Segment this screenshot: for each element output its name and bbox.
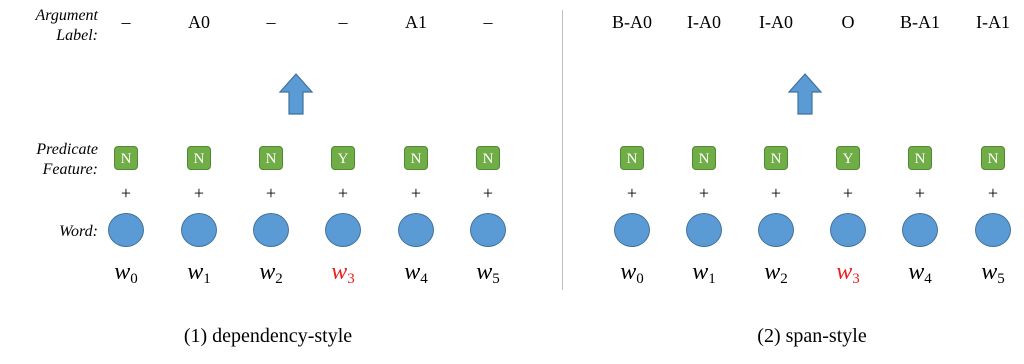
plus-sign-span-0: + (626, 183, 638, 203)
word-subscript: 3 (347, 271, 355, 287)
plus-sign-span-1: + (698, 183, 710, 203)
word-embedding-circle-dependency-2 (253, 213, 289, 247)
predicate-feature-box-dependency-3: Y (331, 146, 355, 170)
word-subscript: 0 (130, 271, 138, 287)
predicate-feature-box-dependency-1: N (187, 146, 211, 170)
plus-sign-dependency-5: + (482, 183, 494, 203)
word-subscript: 1 (203, 271, 211, 287)
word-embedding-circle-span-1 (686, 213, 722, 247)
word-subscript: 4 (924, 271, 932, 287)
word-base: w (620, 259, 637, 285)
argument-label-span-2: I-A0 (759, 12, 793, 32)
plus-sign-dependency-3: + (337, 183, 349, 203)
row-label-line: Word: (59, 223, 98, 240)
row-label-line: Feature: (42, 161, 98, 178)
predicate-feature-box-dependency-0: N (114, 146, 138, 170)
word-base: w (259, 259, 276, 285)
word-base: w (404, 259, 421, 285)
word-token-dependency-2: w2 (246, 258, 296, 293)
word-subscript: 2 (275, 271, 283, 287)
word-token-span-2: w2 (751, 258, 801, 293)
word-token-dependency-3: w3 (318, 258, 368, 293)
plus-sign-span-4: + (914, 183, 926, 203)
predicate-feature-box-span-5: N (981, 146, 1005, 170)
word-token-dependency-5: w5 (463, 258, 513, 293)
argument-label-dependency-5: – (483, 12, 493, 32)
row-label-line: Predicate (36, 141, 98, 158)
word-base: w (114, 259, 131, 285)
predicate-feature-box-dependency-2: N (259, 146, 283, 170)
predicate-feature-box-dependency-4: N (404, 146, 428, 170)
argument-label-span-1: I-A0 (687, 12, 721, 32)
argument-label-span-3: O (841, 12, 855, 32)
up-arrow-icon (278, 73, 314, 115)
word-base: w (836, 259, 853, 285)
plus-sign-dependency-4: + (410, 183, 422, 203)
predicate-feature-box-span-2: N (764, 146, 788, 170)
word-embedding-circle-dependency-0 (108, 213, 144, 247)
argument-label-dependency-1: A0 (188, 12, 210, 32)
word-subscript: 3 (852, 271, 860, 287)
predicate-feature-box-span-4: N (908, 146, 932, 170)
word-subscript: 1 (708, 271, 716, 287)
word-embedding-circle-dependency-5 (470, 213, 506, 247)
word-token-span-5: w5 (968, 258, 1018, 293)
argument-label-span-0: B-A0 (612, 12, 652, 32)
word-base: w (908, 259, 925, 285)
argument-label-dependency-0: – (121, 12, 131, 32)
word-token-span-0: w0 (607, 258, 657, 293)
word-row-label: Word: (8, 222, 98, 242)
word-base: w (331, 259, 348, 285)
word-base: w (476, 259, 493, 285)
predicate-feature-box-span-1: N (692, 146, 716, 170)
argument-label-row-label: Argument Label: (8, 6, 98, 46)
word-base: w (764, 259, 781, 285)
word-base: w (187, 259, 204, 285)
word-subscript: 5 (997, 271, 1005, 287)
word-embedding-circle-dependency-4 (398, 213, 434, 247)
word-embedding-circle-span-4 (902, 213, 938, 247)
word-embedding-circle-span-3 (830, 213, 866, 247)
word-subscript: 4 (420, 271, 428, 287)
word-embedding-circle-dependency-1 (181, 213, 217, 247)
argument-label-span-4: B-A1 (900, 12, 940, 32)
panel-caption-span: (2) span-style (757, 325, 867, 347)
word-token-span-1: w1 (679, 258, 729, 293)
word-subscript: 2 (780, 271, 788, 287)
word-subscript: 0 (636, 271, 644, 287)
row-label-line: Argument (35, 7, 98, 24)
word-token-span-3: w3 (823, 258, 873, 293)
predicate-feature-box-dependency-5: N (476, 146, 500, 170)
word-embedding-circle-span-0 (614, 213, 650, 247)
word-subscript: 5 (492, 271, 500, 287)
word-token-dependency-1: w1 (174, 258, 224, 293)
word-base: w (981, 259, 998, 285)
word-token-dependency-4: w4 (391, 258, 441, 293)
predicate-feature-box-span-0: N (620, 146, 644, 170)
argument-label-dependency-2: – (266, 12, 276, 32)
plus-sign-dependency-1: + (193, 183, 205, 203)
panel-caption-dependency: (1) dependency-style (183, 325, 353, 347)
plus-sign-dependency-2: + (265, 183, 277, 203)
word-base: w (692, 259, 709, 285)
word-embedding-circle-dependency-3 (325, 213, 361, 247)
word-embedding-circle-span-2 (758, 213, 794, 247)
predicate-feature-row-label: Predicate Feature: (8, 140, 98, 180)
plus-sign-dependency-0: + (120, 183, 132, 203)
word-token-span-4: w4 (895, 258, 945, 293)
predicate-feature-box-span-3: Y (836, 146, 860, 170)
argument-label-dependency-4: A1 (405, 12, 427, 32)
up-arrow-icon (787, 73, 823, 115)
row-label-line: Label: (56, 27, 98, 44)
plus-sign-span-2: + (770, 183, 782, 203)
word-embedding-circle-span-5 (975, 213, 1011, 247)
plus-sign-span-5: + (987, 183, 999, 203)
argument-label-span-5: I-A1 (976, 12, 1010, 32)
panel-divider (562, 10, 563, 290)
word-token-dependency-0: w0 (101, 258, 151, 293)
argument-label-dependency-3: – (338, 12, 348, 32)
plus-sign-span-3: + (842, 183, 854, 203)
